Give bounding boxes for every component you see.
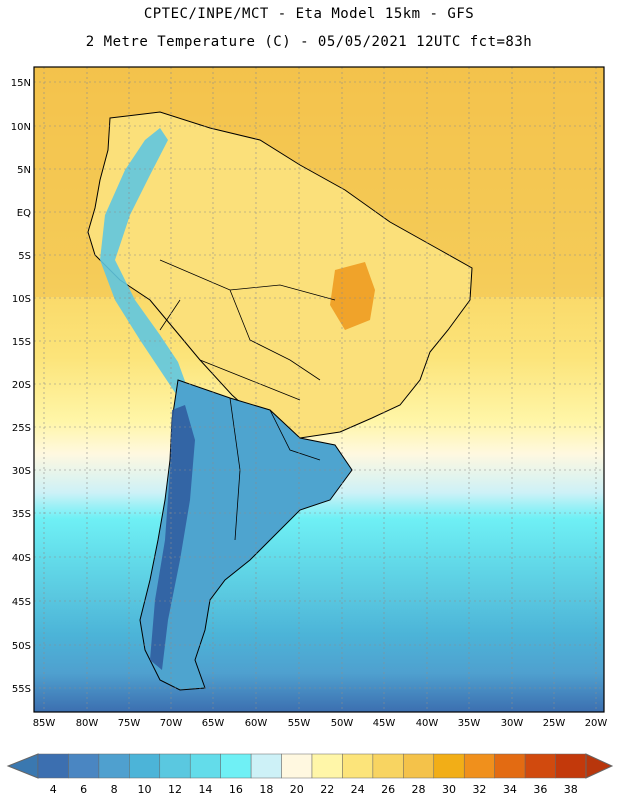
colorbar-swatch — [68, 753, 100, 779]
colorbar-under-arrow — [6, 753, 39, 779]
colorbar-label: 26 — [381, 783, 396, 796]
colorbar-swatch — [311, 753, 343, 779]
lat-label: 30S — [12, 466, 31, 477]
colorbar-swatch — [129, 753, 161, 779]
lon-label: 85W — [33, 718, 56, 729]
colorbar-swatch — [433, 753, 465, 779]
lon-label: 55W — [288, 718, 311, 729]
lon-label: 50W — [331, 718, 354, 729]
colorbar-label: 32 — [472, 783, 487, 796]
colorbar-label: 8 — [110, 783, 118, 796]
colorbar-label: 34 — [502, 783, 517, 796]
colorbar-swatch — [555, 753, 587, 779]
longitude-labels: 85W 80W 75W 70W 65W 60W 55W 50W 45W 40W 35W 30W 25W 2… — [33, 718, 608, 729]
lon-label: 60W — [245, 718, 268, 729]
latitude-labels: 15N 10N 5N EQ 5S 10S 15S 20S 25S 30S 35S 40S 45S 50S 5… — [11, 78, 31, 695]
lat-label: 5N — [17, 165, 31, 176]
chart-subtitle: 2 Metre Temperature (C) - 05/05/2021 12U… — [85, 34, 533, 50]
lat-label: 10S — [12, 294, 31, 305]
colorbar-label: 22 — [320, 783, 335, 796]
lon-label: 65W — [202, 718, 225, 729]
colorbar-swatch — [372, 753, 404, 779]
lat-label: 15N — [11, 78, 31, 89]
colorbar-swatch — [250, 753, 282, 779]
colorbar-over-arrow — [585, 753, 614, 779]
colorbar-label: 38 — [563, 783, 578, 796]
colorbar-label: 14 — [198, 783, 213, 796]
colorbar-swatch — [220, 753, 252, 779]
colorbar-swatch — [403, 753, 435, 779]
colorbar-label: 10 — [137, 783, 152, 796]
lat-label: 10N — [11, 122, 31, 133]
lon-label: 40W — [416, 718, 439, 729]
colorbar-swatch — [37, 753, 69, 779]
andes-strip — [100, 128, 190, 400]
colorbar-label: 6 — [80, 783, 88, 796]
lon-label: 35W — [458, 718, 481, 729]
country-borders — [159, 259, 336, 541]
lat-label: 5S — [18, 251, 31, 262]
land-north — [87, 111, 473, 439]
colorbar-swatch — [281, 753, 313, 779]
colorbar-label: 24 — [350, 783, 365, 796]
colorbar-label: 16 — [228, 783, 243, 796]
colorbar-swatch — [463, 753, 495, 779]
lon-label: 20W — [585, 718, 608, 729]
lon-label: 80W — [76, 718, 99, 729]
lat-label: 20S — [12, 380, 31, 391]
map-frame — [33, 66, 605, 713]
lat-label: 40S — [12, 553, 31, 564]
lat-label: EQ — [17, 208, 31, 219]
colorbar-swatch — [98, 753, 130, 779]
lon-label: 30W — [501, 718, 524, 729]
lon-label: 25W — [543, 718, 566, 729]
lat-label: 25S — [12, 423, 31, 434]
colorbar-label: 36 — [533, 783, 548, 796]
lon-label: 75W — [118, 718, 141, 729]
colorbar-swatch — [494, 753, 526, 779]
colorbar-swatch — [189, 753, 221, 779]
colorbar-label: 4 — [49, 783, 57, 796]
lat-label: 15S — [12, 337, 31, 348]
andes-south — [150, 405, 195, 670]
colorbar-swatch — [342, 753, 374, 779]
colorbar-label: 18 — [259, 783, 274, 796]
colorbar-swatch — [159, 753, 191, 779]
hot-region — [330, 262, 375, 330]
lat-label: 55S — [12, 684, 31, 695]
lat-label: 45S — [12, 597, 31, 608]
lat-label: 35S — [12, 509, 31, 520]
lon-label: 45W — [373, 718, 396, 729]
colorbar — [6, 753, 614, 779]
graticule — [34, 67, 604, 712]
colorbar-label: 12 — [168, 783, 182, 796]
chart-title: CPTEC/INPE/MCT - Eta Model 15km - GFS — [143, 6, 475, 22]
colorbar-swatch — [524, 753, 556, 779]
lat-label: 50S — [12, 641, 31, 652]
lon-label: 70W — [160, 718, 183, 729]
colorbar-label: 30 — [442, 783, 456, 796]
colorbar-label: 28 — [411, 783, 426, 796]
colorbar-label: 20 — [289, 783, 304, 796]
